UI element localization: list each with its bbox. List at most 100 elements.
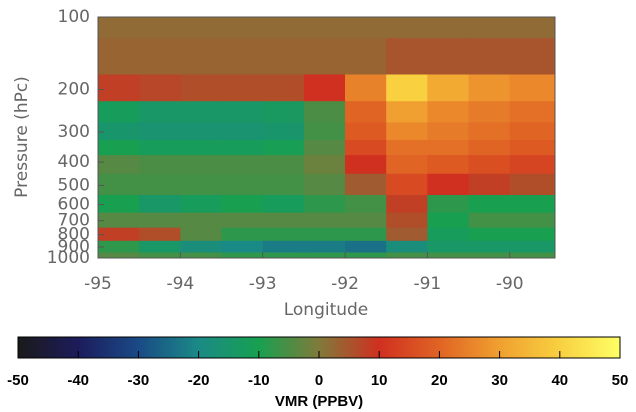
heatmap-cell: [180, 122, 223, 141]
heatmap-cell: [509, 212, 556, 229]
heatmap-cell: [303, 38, 346, 75]
heatmap-cell: [386, 252, 428, 259]
y-tick-label: 200: [58, 80, 90, 100]
heatmap-cell: [180, 140, 223, 156]
heatmap-cell: [386, 155, 428, 175]
y-tick-label: 900: [58, 237, 90, 257]
heatmap-cell: [427, 74, 470, 102]
heatmap-cell: [139, 155, 181, 175]
colorbar-tick-label: -10: [248, 372, 270, 389]
heatmap-cell: [345, 212, 387, 229]
heatmap-cell: [427, 227, 470, 242]
heatmap: [98, 17, 556, 259]
heatmap-cell: [98, 140, 140, 156]
heatmap-cell: [221, 173, 264, 196]
heatmap-cell: [262, 240, 305, 253]
colorbar-tick-label: -40: [67, 372, 89, 389]
heatmap-cell: [386, 122, 428, 141]
heatmap-cell: [180, 38, 223, 75]
heatmap-cell: [468, 17, 511, 39]
heatmap-cell: [98, 74, 140, 102]
heatmap-cell: [139, 122, 181, 141]
heatmap-cell: [386, 173, 428, 196]
plot-frame: [97, 16, 556, 259]
heatmap-cell: [345, 227, 387, 242]
heatmap-cell: [139, 194, 181, 214]
heatmap-cell: [468, 140, 511, 156]
heatmap-cell: [221, 240, 264, 253]
colorbar-tick-label: -50: [7, 372, 29, 389]
heatmap-cell: [303, 140, 346, 156]
y-tick-label: 100: [58, 7, 90, 27]
heatmap-cell: [139, 17, 181, 39]
heatmap-cell: [386, 101, 428, 123]
y-tick-label: 600: [58, 195, 90, 215]
heatmap-cell: [98, 212, 140, 229]
x-tick-label: -91: [413, 274, 441, 294]
heatmap-cell: [509, 252, 556, 259]
heatmap-cell: [180, 240, 223, 253]
heatmap-cell: [98, 38, 140, 75]
heatmap-cell: [468, 38, 511, 75]
heatmap-cell: [509, 240, 556, 253]
heatmap-cell: [139, 173, 181, 196]
x-tick-label: -93: [249, 274, 277, 294]
heatmap-cell: [262, 74, 305, 102]
heatmap-cell: [180, 227, 223, 242]
y-tick-label: 1000: [47, 248, 90, 268]
heatmap-cell: [139, 101, 181, 123]
heatmap-cell: [221, 101, 264, 123]
x-tick-label: -92: [331, 274, 359, 294]
colorbar-tick-label: 50: [612, 372, 629, 389]
heatmap-cell: [139, 252, 181, 259]
heatmap-cell: [427, 155, 470, 175]
heatmap-cell: [386, 194, 428, 214]
heatmap-cell: [509, 227, 556, 242]
heatmap-cell: [262, 212, 305, 229]
heatmap-cell: [509, 38, 556, 75]
heatmap-cell: [303, 122, 346, 141]
heatmap-cell: [468, 194, 511, 214]
heatmap-cell: [262, 122, 305, 141]
heatmap-cell: [509, 173, 556, 196]
colorbar-tick-label: -20: [188, 372, 210, 389]
y-axis-label: Pressure (hPc): [12, 76, 32, 198]
heatmap-cell: [303, 252, 346, 259]
heatmap-cell: [221, 17, 264, 39]
colorbar-tick-label: 10: [371, 372, 388, 389]
heatmap-cell: [427, 101, 470, 123]
heatmap-cell: [345, 74, 387, 102]
heatmap-cell: [180, 194, 223, 214]
heatmap-cell: [509, 17, 556, 39]
colorbar-tick-label: 0: [315, 372, 323, 389]
heatmap-cell: [427, 212, 470, 229]
heatmap-cell: [262, 155, 305, 175]
heatmap-cell: [221, 252, 264, 259]
heatmap-cell: [139, 240, 181, 253]
heatmap-cell: [427, 17, 470, 39]
heatmap-cell: [303, 240, 346, 253]
heatmap-cell: [221, 155, 264, 175]
heatmap-cell: [345, 140, 387, 156]
heatmap-cell: [262, 38, 305, 75]
heatmap-cell: [139, 212, 181, 229]
heatmap-cell: [468, 252, 511, 259]
heatmap-cell: [427, 173, 470, 196]
heatmap-cell: [180, 155, 223, 175]
heatmap-cell: [98, 194, 140, 214]
heatmap-cell: [180, 17, 223, 39]
heatmap-cell: [345, 122, 387, 141]
heatmap-cell: [139, 74, 181, 102]
heatmap-cell: [262, 173, 305, 196]
y-tick-label: 700: [58, 211, 90, 231]
heatmap-cell: [221, 38, 264, 75]
heatmap-cell: [262, 17, 305, 39]
heatmap-cell: [345, 173, 387, 196]
y-tick-label: 800: [58, 225, 90, 245]
heatmap-cell: [221, 227, 264, 242]
heatmap-cell: [509, 140, 556, 156]
y-tick-label: 500: [58, 175, 90, 195]
heatmap-cell: [303, 155, 346, 175]
heatmap-cell: [386, 74, 428, 102]
